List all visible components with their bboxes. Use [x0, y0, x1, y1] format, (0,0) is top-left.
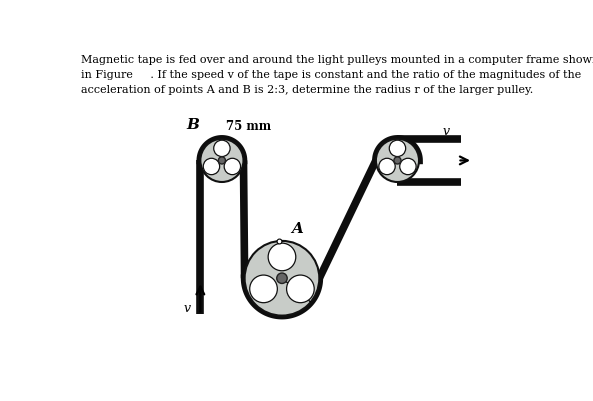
Circle shape [286, 275, 314, 303]
Circle shape [277, 273, 287, 284]
Circle shape [376, 140, 419, 182]
Text: B: B [186, 118, 199, 132]
Text: in Figure     . If the speed v of the tape is constant and the ratio of the magn: in Figure . If the speed v of the tape i… [81, 70, 581, 80]
Text: v: v [184, 301, 191, 314]
Circle shape [394, 158, 401, 164]
Circle shape [268, 243, 296, 271]
Text: A: A [291, 221, 303, 235]
Circle shape [379, 159, 395, 175]
Circle shape [400, 159, 416, 175]
Circle shape [245, 241, 319, 316]
Circle shape [250, 275, 278, 303]
Circle shape [200, 140, 244, 182]
Text: v: v [442, 124, 449, 138]
Text: r: r [301, 289, 307, 299]
Circle shape [218, 158, 225, 164]
Text: 75 mm: 75 mm [226, 119, 271, 133]
Text: Magnetic tape is fed over and around the light pulleys mounted in a computer fra: Magnetic tape is fed over and around the… [81, 55, 593, 65]
Circle shape [203, 159, 219, 175]
Text: acceleration of points A and B is 2:3, determine the radius r of the larger pull: acceleration of points A and B is 2:3, d… [81, 85, 533, 95]
Circle shape [213, 141, 230, 157]
Circle shape [224, 159, 241, 175]
Circle shape [389, 141, 406, 157]
